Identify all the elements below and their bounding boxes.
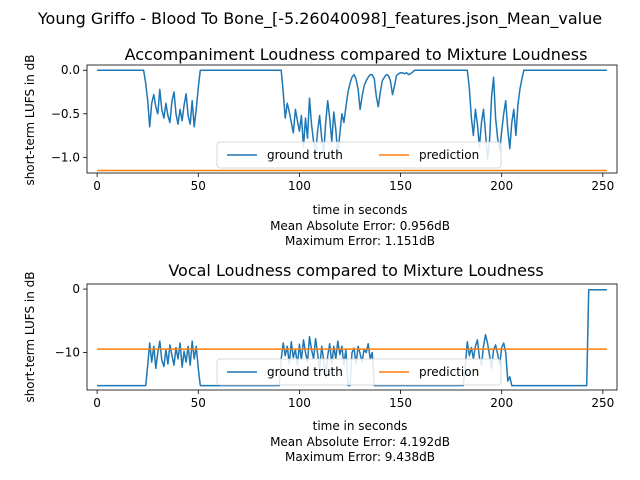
x-tick-label: 150 [389, 396, 412, 410]
x-tick-label: 0 [93, 396, 101, 410]
x-tick-label: 0 [93, 179, 101, 193]
axes-frame [86, 283, 618, 391]
plot-area: 0 50 100 150 200 250 0.0 −0.5 −1.0 ground truth pr… [51, 63, 618, 193]
chart-accompaniment: Accompaniment Loudness compared to Mixtu… [23, 45, 618, 248]
mean-absolute-error: Mean Absolute Error: 0.956dB [270, 219, 450, 233]
chart-title: Accompaniment Loudness compared to Mixtu… [125, 45, 588, 64]
y-tick-label: −1.0 [51, 150, 80, 164]
legend-box [216, 358, 502, 386]
legend-label: prediction [419, 148, 479, 162]
x-tick-label: 200 [490, 396, 513, 410]
legend-label: ground truth [267, 148, 343, 162]
maximum-error: Maximum Error: 9.438dB [285, 450, 435, 464]
legend: ground truth prediction [216, 358, 502, 386]
x-tick-label: 250 [591, 179, 614, 193]
y-tick-label: 0 [72, 282, 80, 296]
y-tick-label: 0.0 [61, 63, 80, 77]
x-tick-label: 100 [288, 396, 311, 410]
chart-vocal: Vocal Loudness compared to Mixture Loudn… [23, 261, 618, 464]
legend-box [216, 141, 502, 169]
x-tick-label: 150 [389, 179, 412, 193]
y-axis-label: short-term LUFS in dB [23, 271, 37, 402]
plot-area: 0 50 100 150 200 250 0 −10 ground truth predictio… [55, 282, 618, 410]
axes-frame [86, 64, 618, 174]
x-axis-label: time in seconds [313, 419, 408, 433]
x-tick-label: 50 [191, 396, 206, 410]
x-tick-label: 100 [288, 179, 311, 193]
figure-title: Young Griffo - Blood To Bone_[-5.2604009… [37, 9, 602, 29]
y-axis-label: short-term LUFS in dB [23, 54, 37, 185]
x-tick-label: 250 [591, 396, 614, 410]
series-line-ground-truth [97, 69, 607, 160]
y-tick-label: −0.5 [51, 107, 80, 121]
legend-label: ground truth [267, 365, 343, 379]
series-line-ground-truth [97, 288, 607, 387]
x-tick-label: 200 [490, 179, 513, 193]
legend: ground truth prediction [216, 141, 502, 169]
chart-title: Vocal Loudness compared to Mixture Loudn… [168, 261, 543, 280]
mean-absolute-error: Mean Absolute Error: 4.192dB [270, 435, 450, 449]
legend-label: prediction [419, 365, 479, 379]
x-axis-label: time in seconds [313, 203, 408, 217]
x-tick-label: 50 [191, 179, 206, 193]
y-tick-label: −10 [55, 346, 80, 360]
maximum-error: Maximum Error: 1.151dB [285, 234, 435, 248]
